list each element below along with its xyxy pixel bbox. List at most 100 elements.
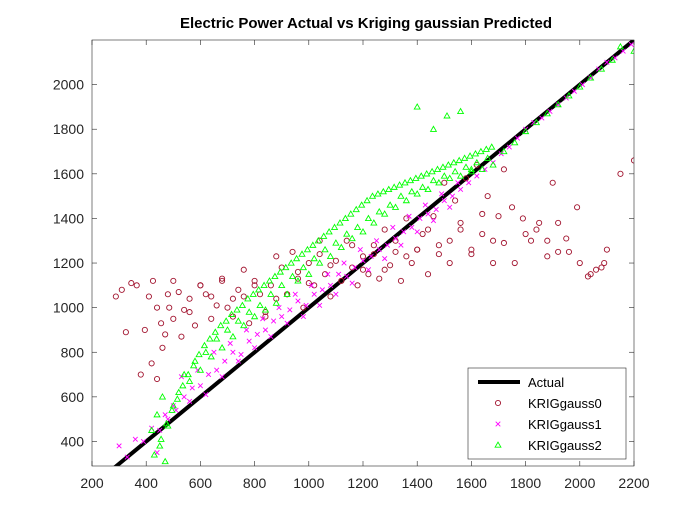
kriggauss2-point — [456, 107, 465, 114]
x-tick-label: 600 — [189, 475, 213, 491]
kriggauss0-point — [365, 271, 372, 278]
kriggauss2-point — [309, 241, 317, 248]
kriggauss2-point — [417, 172, 425, 179]
legend-label-kriggauss0: KRIGgauss0 — [528, 396, 602, 411]
kriggauss0-point — [446, 237, 453, 244]
y-tick-label: 1400 — [53, 210, 84, 226]
kriggauss2-point — [196, 366, 205, 373]
kriggauss2-point — [238, 301, 247, 309]
kriggauss1-point — [222, 358, 228, 364]
kriggauss1-point — [506, 144, 512, 150]
kriggauss2-point — [386, 201, 394, 208]
kriggauss0-point — [213, 302, 220, 309]
kriggauss2-point — [353, 223, 362, 230]
series-kriggauss2 — [147, 42, 634, 465]
kriggauss2-point — [424, 185, 432, 193]
kriggauss2-point — [363, 196, 371, 204]
kriggauss2-point — [261, 306, 270, 313]
kriggauss2-point — [156, 442, 164, 449]
kriggauss2-point — [412, 174, 420, 181]
kriggauss2-point — [283, 290, 291, 297]
kriggauss1-point — [262, 327, 269, 333]
kriggauss1-point — [279, 313, 285, 320]
kriggauss2-point — [303, 245, 312, 253]
kriggauss2-point — [211, 328, 219, 335]
kriggauss2-point — [375, 207, 383, 215]
kriggauss0-point — [414, 246, 421, 253]
kriggauss2-point — [390, 183, 398, 190]
kriggauss1-point — [349, 280, 355, 286]
kriggauss0-point — [186, 295, 193, 302]
kriggauss1-point — [327, 282, 334, 288]
kriggauss1-point — [197, 383, 204, 389]
legend-label-kriggauss2: KRIGgauss2 — [528, 438, 602, 453]
kriggauss0-point — [392, 248, 399, 255]
kriggauss2-point — [158, 393, 167, 400]
kriggauss2-point — [511, 138, 519, 146]
kriggauss1-point — [430, 218, 437, 224]
kriggauss0-point — [359, 266, 367, 273]
kriggauss1-point — [588, 75, 594, 81]
x-axis: 200 400 600 800 1000 1200 1400 1600 1800 2000 2200 — [80, 40, 650, 491]
kriggauss1-point — [157, 427, 163, 433]
kriggauss2-point — [185, 377, 194, 384]
kriggauss1-point — [162, 412, 168, 418]
kriggauss2-point — [298, 250, 306, 257]
kriggauss0-point — [164, 291, 171, 298]
kriggauss0-point — [508, 204, 516, 211]
kriggauss2-point — [336, 219, 344, 226]
kriggauss2-point — [364, 214, 373, 222]
kriggauss1-point — [401, 229, 407, 235]
kriggauss1-point — [539, 115, 545, 121]
kriggauss2-point — [229, 332, 237, 340]
kriggauss2-point — [500, 147, 508, 155]
kriggauss2-point — [630, 47, 634, 54]
kriggauss2-point — [191, 357, 199, 364]
kriggauss0-point — [202, 291, 209, 298]
kriggauss2-point — [451, 167, 459, 175]
kriggauss0-point — [574, 204, 581, 211]
kriggauss1-point — [295, 298, 301, 304]
kriggauss1-point — [227, 340, 233, 346]
kriggauss0-point — [479, 210, 486, 218]
kriggauss0-point — [112, 293, 119, 300]
kriggauss2-point — [254, 285, 263, 293]
kriggauss0-point — [441, 179, 448, 186]
kriggauss0-point — [159, 344, 166, 351]
kriggauss2-point — [482, 145, 490, 152]
kriggauss2-point — [440, 172, 448, 179]
x-tick-label: 400 — [135, 475, 159, 491]
kriggauss0-point — [219, 277, 226, 284]
kriggauss2-point — [347, 210, 355, 217]
kriggauss0-point — [186, 309, 193, 316]
kriggauss2-point — [413, 190, 421, 197]
x-tick-label: 1800 — [510, 475, 541, 491]
kriggauss0-point — [490, 259, 497, 267]
kriggauss0-point — [479, 230, 486, 238]
legend-label-kriggauss1: KRIGgauss1 — [528, 417, 602, 432]
kriggauss1-point — [441, 197, 447, 204]
kriggauss0-point — [446, 259, 453, 267]
kriggauss2-point — [586, 74, 595, 81]
kriggauss0-point — [251, 277, 258, 284]
kriggauss2-point — [314, 236, 322, 244]
kriggauss0-point — [170, 277, 177, 284]
kriggauss0-point — [149, 277, 157, 284]
kriggauss0-point — [305, 280, 312, 287]
kriggauss2-point — [473, 158, 481, 166]
kriggauss2-point — [521, 127, 530, 135]
x-tick-label: 1600 — [456, 475, 487, 491]
kriggauss0-point — [468, 246, 475, 253]
kriggauss2-point — [352, 205, 360, 213]
kriggauss0-point — [452, 197, 459, 204]
kriggauss0-point — [178, 333, 185, 340]
kriggauss1-point — [604, 59, 610, 65]
kriggauss1-point — [311, 291, 317, 297]
kriggauss2-point — [435, 178, 443, 186]
kriggauss2-point — [240, 321, 248, 329]
kriggauss1-point — [344, 273, 350, 280]
data-layer — [112, 40, 634, 466]
kriggauss1-point — [268, 334, 274, 340]
kriggauss2-point — [343, 230, 351, 237]
series-kriggauss0 — [112, 157, 634, 383]
